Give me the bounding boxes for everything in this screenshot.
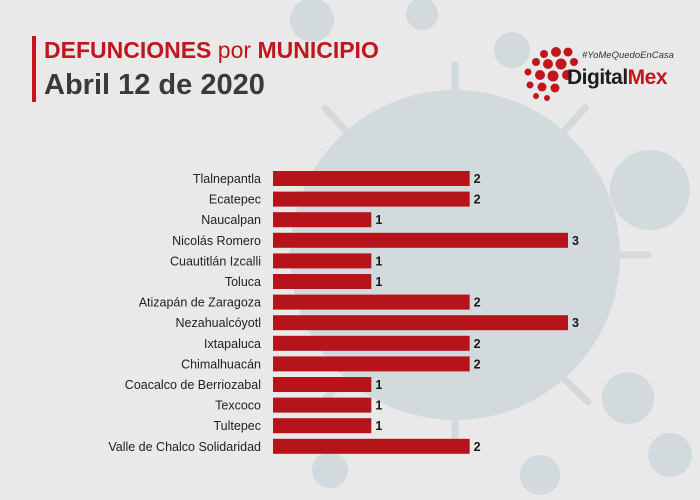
- category-label: Tlalnepantla: [193, 172, 261, 186]
- value-label: 3: [572, 234, 579, 248]
- category-label: Cuautitlán Izcalli: [170, 254, 261, 268]
- bar: [273, 315, 568, 331]
- value-label: 1: [375, 378, 382, 392]
- virus-small: [494, 32, 530, 68]
- value-label: 2: [474, 357, 481, 371]
- virus-small: [406, 0, 438, 30]
- virus-small: [290, 0, 334, 42]
- value-label: 1: [375, 213, 382, 227]
- digitalmex-logo: #YoMeQuedoEnCasa DigitalMex: [518, 38, 688, 108]
- title-accent-rule: [32, 36, 36, 102]
- bar: [273, 212, 372, 228]
- category-label: Ecatepec: [209, 193, 261, 207]
- bar: [273, 335, 470, 351]
- bar: [273, 418, 372, 434]
- bar: [273, 232, 568, 248]
- chart-title: DEFUNCIONES por MUNICIPIO: [44, 36, 379, 64]
- category-label: Coacalco de Berriozabal: [125, 378, 261, 392]
- bar: [273, 253, 372, 269]
- value-label: 1: [375, 399, 382, 413]
- brand-part-1: Digital: [567, 66, 628, 89]
- chart-subtitle: Abril 12 de 2020: [44, 69, 265, 101]
- value-label: 2: [474, 193, 481, 207]
- value-label: 3: [572, 316, 579, 330]
- category-label: Nicolás Romero: [172, 234, 261, 248]
- virus-small: [520, 455, 560, 495]
- brand-name: DigitalMex: [567, 66, 668, 90]
- value-label: 1: [375, 419, 382, 433]
- hashtag-label: #YoMeQuedoEnCasa: [582, 50, 674, 61]
- category-label: Toluca: [225, 275, 261, 289]
- category-label: Naucalpan: [201, 213, 261, 227]
- bar: [273, 438, 470, 454]
- category-label: Nezahualcóyotl: [176, 316, 261, 330]
- virus-small: [312, 452, 348, 488]
- title-part-2: por: [217, 37, 252, 63]
- virus-small: [602, 372, 654, 424]
- value-label: 2: [474, 337, 481, 351]
- bar: [273, 294, 470, 310]
- category-label: Tultepec: [214, 419, 261, 433]
- virus-small: [610, 150, 690, 230]
- bar: [273, 377, 372, 392]
- category-label: Chimalhuacán: [181, 357, 261, 371]
- brand-part-2: Mex: [627, 66, 668, 89]
- dotted-globe-icon: [524, 47, 578, 101]
- bar: [273, 397, 372, 413]
- bar: [273, 356, 470, 372]
- category-label: Atizapán de Zaragoza: [139, 296, 261, 310]
- value-label: 1: [375, 254, 382, 268]
- virus-small: [648, 433, 692, 477]
- category-label: Ixtapaluca: [204, 337, 261, 351]
- bar: [273, 171, 470, 186]
- category-label: Texcoco: [215, 399, 261, 413]
- value-label: 2: [474, 172, 481, 186]
- value-label: 2: [474, 440, 481, 454]
- value-label: 1: [375, 275, 382, 289]
- bar: [273, 274, 372, 289]
- title-part-1: DEFUNCIONES: [44, 37, 212, 63]
- bar: [273, 191, 470, 207]
- category-label: Valle de Chalco Solidaridad: [108, 440, 261, 454]
- title-part-3: MUNICIPIO: [257, 37, 379, 63]
- value-label: 2: [474, 296, 481, 310]
